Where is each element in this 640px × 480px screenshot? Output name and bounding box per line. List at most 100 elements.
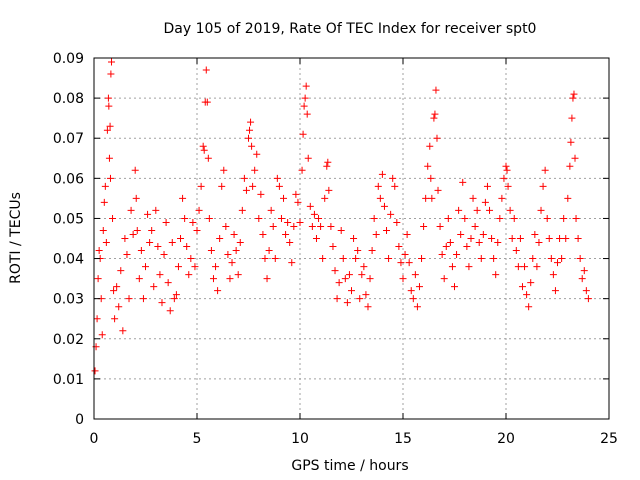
data-point xyxy=(299,130,307,138)
data-point xyxy=(222,222,230,230)
data-point xyxy=(560,214,568,222)
data-point xyxy=(356,295,364,303)
data-point xyxy=(488,235,496,242)
data-point xyxy=(306,202,314,210)
data-point xyxy=(110,287,118,295)
data-point xyxy=(144,210,152,218)
data-point xyxy=(142,263,149,271)
data-point xyxy=(453,251,461,259)
data-point xyxy=(104,94,112,102)
data-point xyxy=(209,275,217,283)
data-point xyxy=(158,299,166,307)
data-point xyxy=(298,166,306,174)
x-tick-label: 25 xyxy=(600,431,618,447)
x-tick-labels: 0 5 10 15 20 25 xyxy=(90,431,618,447)
data-point xyxy=(395,243,403,251)
data-point xyxy=(247,118,255,126)
data-point xyxy=(498,194,506,202)
data-point xyxy=(131,166,139,174)
data-point xyxy=(518,283,526,291)
data-point xyxy=(263,275,271,283)
data-point xyxy=(444,214,452,222)
data-point xyxy=(236,239,244,247)
data-point xyxy=(411,271,419,279)
data-point xyxy=(168,239,176,247)
data-point xyxy=(479,230,487,238)
data-point xyxy=(251,166,259,174)
data-point xyxy=(172,291,180,299)
data-point xyxy=(129,230,137,238)
data-point xyxy=(525,303,533,311)
data-point xyxy=(335,279,343,287)
data-point xyxy=(500,174,508,182)
data-point xyxy=(345,271,353,279)
data-point xyxy=(207,247,215,255)
data-point xyxy=(189,218,197,226)
data-point xyxy=(91,367,99,375)
data-point xyxy=(148,226,156,234)
data-point xyxy=(364,303,372,311)
data-point xyxy=(253,150,261,158)
data-point xyxy=(202,66,210,74)
y-tick-label: 0.01 xyxy=(53,372,84,388)
data-point xyxy=(584,295,592,303)
data-point xyxy=(551,287,559,295)
data-point xyxy=(451,283,458,291)
data-point xyxy=(486,206,494,214)
data-point xyxy=(405,259,413,267)
data-point xyxy=(457,230,465,238)
data-point xyxy=(339,255,347,263)
data-point xyxy=(360,263,368,271)
data-point xyxy=(290,222,298,230)
data-point xyxy=(391,182,399,190)
data-point xyxy=(463,243,471,251)
data-point xyxy=(545,235,553,242)
data-point xyxy=(481,198,489,206)
data-point xyxy=(535,239,543,247)
data-point xyxy=(434,186,442,194)
data-point xyxy=(205,214,213,222)
data-point xyxy=(324,158,332,166)
data-point xyxy=(521,263,529,271)
data-point xyxy=(580,267,588,275)
data-point xyxy=(492,271,500,279)
y-tick-label: 0.02 xyxy=(53,332,84,348)
data-point xyxy=(162,218,170,226)
data-point xyxy=(502,162,510,170)
data-point xyxy=(370,214,378,222)
data-point xyxy=(275,182,283,190)
data-point xyxy=(352,255,360,263)
data-point xyxy=(181,214,189,222)
data-point xyxy=(432,86,440,94)
data-point xyxy=(574,235,582,242)
data-point xyxy=(566,162,574,170)
data-point xyxy=(286,239,294,247)
data-point xyxy=(556,235,564,242)
data-point xyxy=(539,182,547,190)
data-point xyxy=(193,226,201,234)
data-point xyxy=(475,239,483,247)
data-point xyxy=(93,315,101,323)
data-point xyxy=(265,247,273,255)
data-point xyxy=(372,230,380,238)
data-point xyxy=(98,331,106,339)
data-point xyxy=(115,303,123,311)
data-point xyxy=(257,190,265,198)
data-point xyxy=(302,82,310,90)
data-point xyxy=(185,271,193,279)
data-point xyxy=(403,230,411,238)
data-point xyxy=(127,206,135,214)
data-point xyxy=(203,98,211,106)
data-point xyxy=(284,218,292,226)
x-tick-label: 20 xyxy=(497,431,515,447)
data-point xyxy=(465,263,473,271)
data-point xyxy=(529,255,537,263)
data-point xyxy=(533,263,541,271)
data-point xyxy=(537,206,545,214)
data-point xyxy=(177,235,185,242)
data-point xyxy=(543,214,551,222)
data-point xyxy=(348,287,355,295)
data-point xyxy=(554,259,561,267)
data-point xyxy=(427,174,435,182)
y-tick-label: 0 xyxy=(75,412,84,428)
